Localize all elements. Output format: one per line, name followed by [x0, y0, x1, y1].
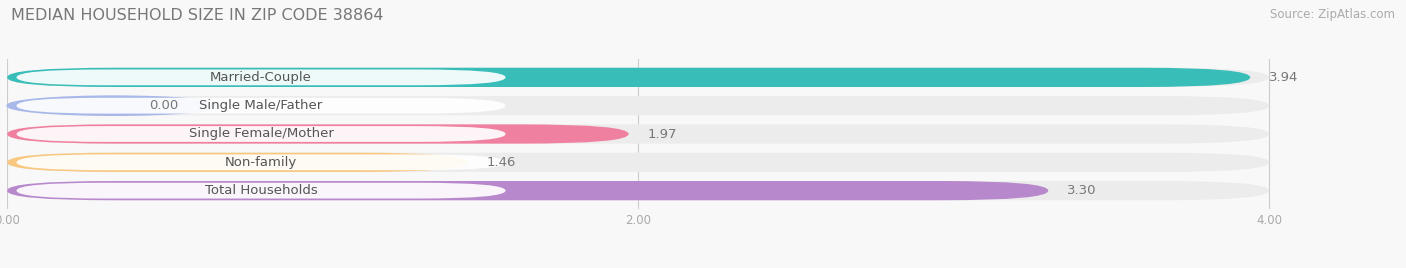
FancyBboxPatch shape — [7, 153, 1270, 172]
FancyBboxPatch shape — [7, 124, 1270, 144]
Text: Single Male/Father: Single Male/Father — [200, 99, 322, 112]
Text: 1.97: 1.97 — [648, 128, 678, 140]
Text: 3.30: 3.30 — [1067, 184, 1097, 197]
Text: 0.00: 0.00 — [149, 99, 179, 112]
Circle shape — [7, 96, 222, 115]
FancyBboxPatch shape — [7, 153, 468, 172]
Text: 1.46: 1.46 — [486, 156, 516, 169]
FancyBboxPatch shape — [7, 124, 628, 144]
Text: Single Female/Mother: Single Female/Mother — [188, 128, 333, 140]
Text: Non-family: Non-family — [225, 156, 297, 169]
FancyBboxPatch shape — [17, 69, 506, 85]
Text: MEDIAN HOUSEHOLD SIZE IN ZIP CODE 38864: MEDIAN HOUSEHOLD SIZE IN ZIP CODE 38864 — [11, 8, 384, 23]
FancyBboxPatch shape — [17, 154, 506, 170]
FancyBboxPatch shape — [7, 181, 1049, 200]
Text: Total Households: Total Households — [205, 184, 318, 197]
FancyBboxPatch shape — [7, 68, 1250, 87]
FancyBboxPatch shape — [17, 126, 506, 142]
Text: Married-Couple: Married-Couple — [209, 71, 312, 84]
FancyBboxPatch shape — [17, 98, 506, 114]
FancyBboxPatch shape — [7, 96, 1270, 115]
FancyBboxPatch shape — [17, 183, 506, 199]
FancyBboxPatch shape — [7, 68, 1270, 87]
Text: Source: ZipAtlas.com: Source: ZipAtlas.com — [1270, 8, 1395, 21]
FancyBboxPatch shape — [7, 181, 1270, 200]
Text: 3.94: 3.94 — [1270, 71, 1299, 84]
